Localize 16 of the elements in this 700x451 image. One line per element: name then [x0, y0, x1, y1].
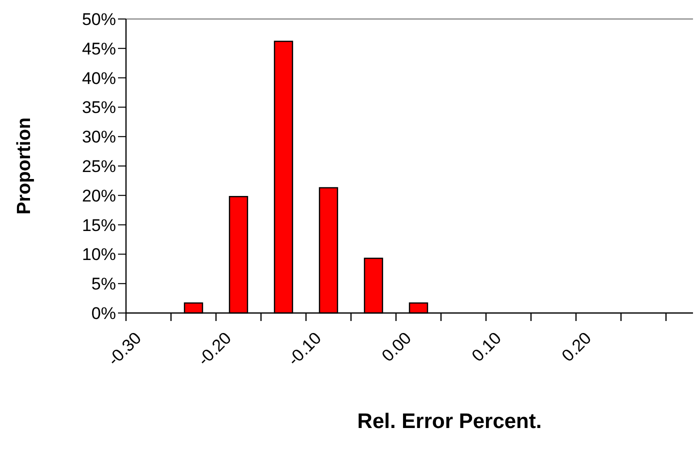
- y-tick-label: 45%: [82, 39, 116, 58]
- y-tick-label: 40%: [82, 68, 116, 88]
- y-tick-label: 25%: [82, 156, 116, 176]
- y-axis-title: Proportion: [14, 117, 35, 215]
- x-tick-label: 0.00: [378, 328, 416, 366]
- y-tick-label: 15%: [82, 216, 116, 235]
- y-tick-label: 30%: [82, 128, 116, 147]
- y-tick-label: 50%: [82, 10, 116, 29]
- x-tick-label: 0.10: [468, 328, 506, 366]
- y-tick-label: 5%: [91, 274, 116, 294]
- y-tick-label: 20%: [82, 186, 116, 206]
- x-tick-label: 0.20: [558, 328, 596, 366]
- y-tick-label: 10%: [82, 245, 116, 264]
- y-tick-label: 35%: [82, 98, 116, 118]
- y-tick-label: 0%: [91, 304, 116, 323]
- x-axis-title: Rel. Error Percent.: [357, 410, 542, 433]
